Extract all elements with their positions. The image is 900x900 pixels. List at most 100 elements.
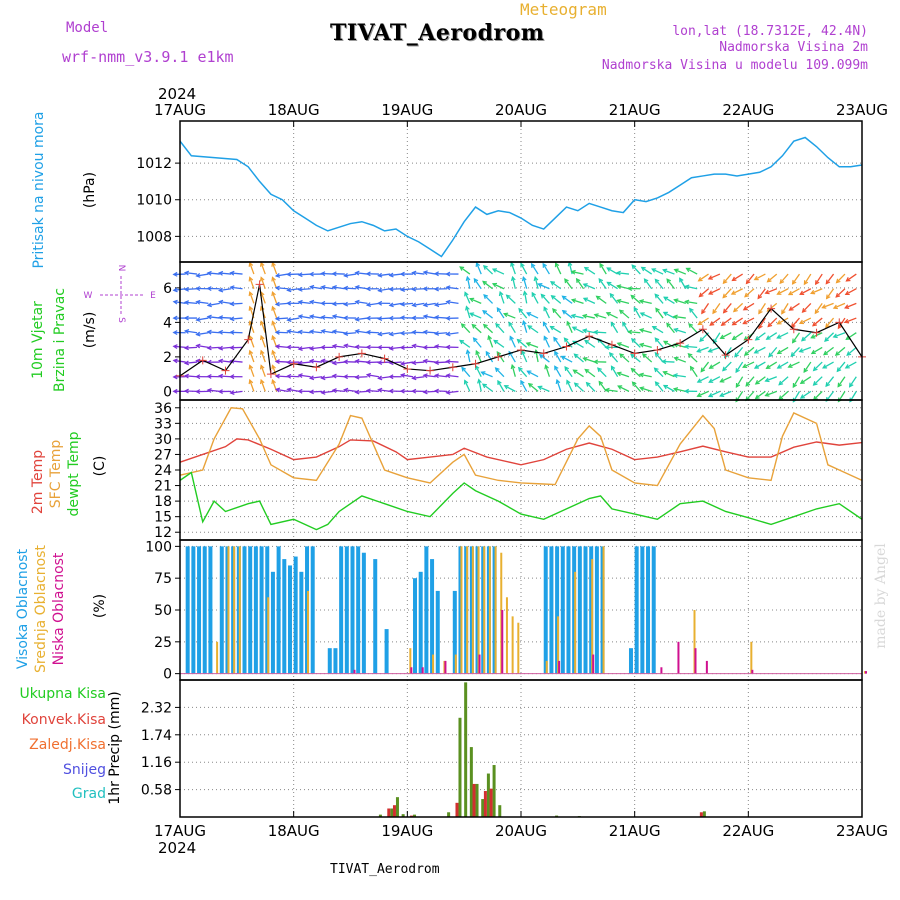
- wind-arrow: [822, 302, 834, 309]
- wind-arrow: [527, 370, 539, 378]
- wind-arrow: [298, 315, 311, 319]
- wind-arrow-head: [483, 294, 489, 299]
- wind-arrow-head: [271, 349, 276, 355]
- wind-arrow: [249, 291, 255, 304]
- wind-arrow: [674, 269, 687, 275]
- wind-arrow-head: [596, 367, 602, 373]
- wind-arrow-head: [582, 356, 588, 362]
- wind-arrow: [639, 343, 652, 349]
- wind-arrow-head: [411, 375, 417, 381]
- cloud-bar-mid: [591, 559, 594, 674]
- wind-arrow-head: [550, 294, 556, 300]
- wind-arrow: [765, 390, 777, 397]
- wind-arrow-head: [766, 277, 772, 283]
- wind-arrow-head: [814, 309, 820, 315]
- wind-arrow: [654, 367, 664, 378]
- wind-arrow: [401, 288, 414, 291]
- wind-arrow-head: [800, 336, 806, 342]
- wind-arrow: [792, 376, 801, 388]
- wind-arrow: [639, 373, 652, 378]
- wind-arrow-head: [742, 319, 748, 325]
- wind-arrow-head: [248, 276, 254, 282]
- wind-arrow: [465, 306, 471, 319]
- precip-bar-total: [413, 814, 417, 817]
- wind-arrow-head: [521, 319, 527, 326]
- wind-arrow-head: [593, 329, 599, 335]
- wind-arrow: [378, 288, 391, 292]
- wind-arrow-head: [377, 287, 383, 293]
- wind-arrow-head: [845, 335, 851, 341]
- cloud-bar-high: [424, 546, 429, 674]
- wind-arrow: [655, 308, 664, 319]
- wind-arrow: [616, 272, 630, 275]
- wind-arrow-head: [582, 297, 589, 302]
- wind-arrow: [185, 361, 198, 364]
- wind-arrow: [446, 360, 459, 363]
- wind-gust-marker: [698, 325, 707, 334]
- wind-arrow: [355, 301, 368, 305]
- wind-arrow-head: [542, 321, 548, 327]
- wind-arrow: [523, 291, 528, 304]
- wind-arrow: [321, 376, 334, 379]
- wind-arrow-head: [183, 300, 190, 306]
- wind-arrow: [709, 361, 721, 369]
- wind-arrow: [594, 331, 607, 334]
- wind-arrow: [836, 273, 846, 284]
- y-tick-label: 25: [154, 635, 172, 651]
- y-tick-label: 1012: [136, 156, 172, 172]
- wind-arrow-head: [259, 378, 265, 385]
- pressure-line: [179, 136, 863, 258]
- wind-arrow: [543, 306, 551, 319]
- wind-arrow-head: [286, 344, 292, 350]
- wind-arrow: [609, 352, 619, 363]
- wind-arrow: [679, 278, 687, 290]
- wind-arrow-head: [517, 366, 523, 372]
- wind-arrow: [799, 346, 812, 353]
- wind-arrow: [642, 353, 653, 363]
- wind-arrow-head: [286, 373, 292, 379]
- wind-gust-marker: [380, 354, 389, 363]
- wind-arrow: [594, 314, 607, 319]
- wind-arrow-head: [411, 302, 417, 308]
- wind-arrow-head: [274, 273, 281, 278]
- wind-arrow: [298, 301, 311, 305]
- wind-arrow: [619, 309, 630, 319]
- wind-arrow-head: [845, 277, 851, 282]
- wind-arrow: [497, 380, 505, 392]
- wind-arrow-head: [433, 271, 439, 277]
- wind-arrow: [321, 330, 334, 334]
- wind-arrow-head: [799, 290, 805, 295]
- wind-arrow: [586, 382, 596, 392]
- wind-arrow: [824, 332, 835, 342]
- year-label-top: 2024: [158, 85, 196, 103]
- wind-arrow: [196, 273, 209, 277]
- wind-arrow: [260, 379, 266, 392]
- cloud-bar-mid: [602, 546, 605, 674]
- wind-arrow: [825, 273, 835, 285]
- precip-bar-total: [498, 805, 502, 817]
- wind-arrow: [566, 380, 573, 392]
- wind-arrow: [517, 339, 528, 348]
- wind-arrow: [735, 376, 744, 388]
- precip-bar-total: [401, 814, 405, 817]
- wind-arrow-head: [651, 325, 657, 331]
- wind-arrow-head: [754, 335, 760, 341]
- altitude-label: Nadmorska Visina 2m: [719, 40, 868, 55]
- wind-arrow-head: [776, 320, 782, 325]
- wind-arrow-head: [342, 374, 348, 380]
- precip-bar-conv: [483, 791, 487, 817]
- cloud-bar-mid: [557, 616, 560, 674]
- cloud-bar-high: [384, 629, 389, 674]
- wind-arrow-head: [206, 329, 212, 335]
- wind-arrow-head: [584, 368, 590, 374]
- chart-title: TIVAT_Aerodrom: [330, 20, 545, 46]
- wind-arrow-head: [848, 382, 854, 388]
- wind-arrow-head: [825, 382, 831, 388]
- wind-arrow: [583, 357, 596, 363]
- wind-arrow: [654, 293, 664, 304]
- wind-arrow: [435, 332, 448, 335]
- wind-arrow: [271, 291, 278, 304]
- wind-gust-marker: [266, 370, 275, 379]
- wind-arrow-head: [583, 266, 589, 272]
- wind-gust-marker: [471, 359, 480, 368]
